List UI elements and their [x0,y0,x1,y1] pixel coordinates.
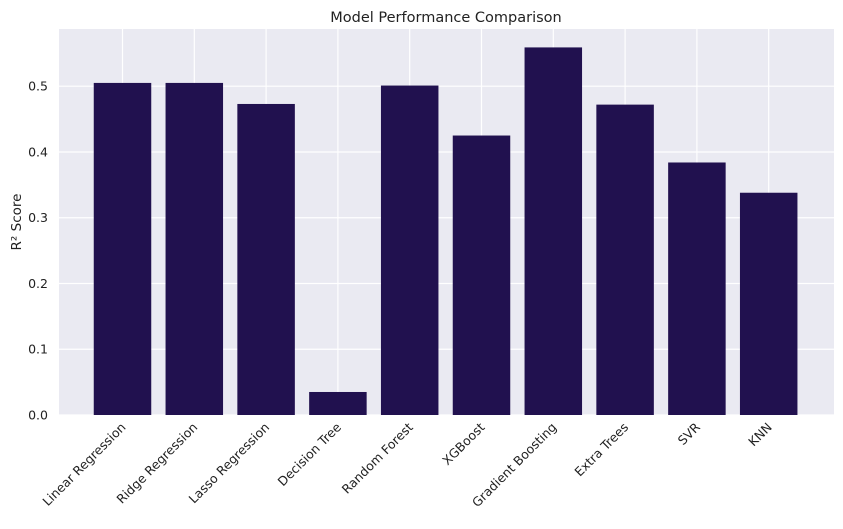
y-tick-label: 0.3 [28,210,48,225]
bar-random-forest [380,85,439,416]
x-tick-label: KNN [745,420,775,450]
bar-ridge-regression [165,82,224,416]
bar-linear-regression [93,82,152,416]
y-tick-label: 0.0 [28,408,48,423]
bar-decision-tree [309,391,367,415]
y-tick-label: 0.5 [28,79,48,94]
bars [93,47,798,416]
y-axis-title: R² Score [9,194,25,251]
x-tick-label: XGBoost [439,419,488,468]
bar-svr [668,162,726,415]
x-tick-label: Decision Tree [275,419,345,489]
bar-xgboost [452,135,511,415]
chart-title: Model Performance Comparison [330,10,561,26]
y-tick-label: 0.2 [28,276,48,291]
y-tick-label: 0.4 [28,144,48,159]
bar-gradient-boosting [524,47,583,416]
y-tick-label: 0.1 [28,342,48,357]
x-tick-label: Random Forest [339,419,416,496]
bar-extra-trees [596,104,654,416]
bar-knn [739,192,798,415]
x-tick-label: Lasso Regression [185,420,272,507]
x-tick-label: Extra Trees [571,420,631,480]
x-tick-label: SVR [675,419,704,448]
bar-lasso-regression [237,103,295,415]
y-axis-ticks: 0.0 0.1 0.2 0.3 0.4 0.5 [28,79,48,423]
